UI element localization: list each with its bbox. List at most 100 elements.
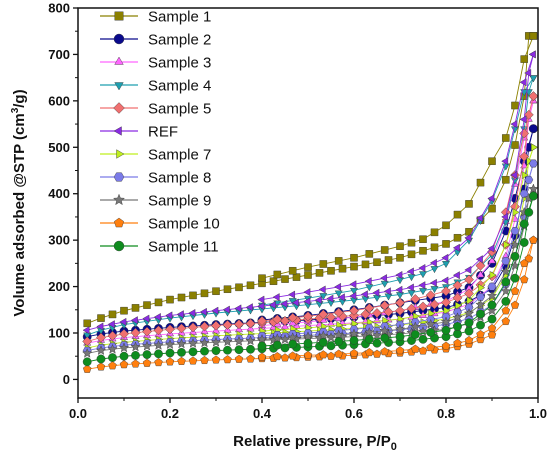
y-axis-title: Volume adsorbed @STP (cm3/g) xyxy=(10,89,28,316)
x-tick-label: 1.0 xyxy=(529,406,547,421)
data-point xyxy=(425,318,436,329)
desorption-line xyxy=(261,35,534,279)
data-point xyxy=(488,256,496,264)
legend-label: Sample 2 xyxy=(148,32,211,49)
data-point xyxy=(501,212,509,221)
data-point xyxy=(234,345,244,355)
data-point xyxy=(475,299,486,310)
y-tick-label: 400 xyxy=(48,186,70,201)
series-sample-11 xyxy=(82,191,538,367)
data-point xyxy=(410,321,421,332)
data-point xyxy=(464,233,472,242)
data-point xyxy=(528,183,539,194)
data-point xyxy=(233,336,245,346)
data-point xyxy=(223,285,232,293)
data-point xyxy=(303,297,311,306)
x-tick-label: 0.8 xyxy=(437,406,455,421)
data-point xyxy=(222,336,233,347)
data-point xyxy=(465,228,473,236)
data-point xyxy=(418,346,428,355)
data-point xyxy=(452,292,463,303)
data-point xyxy=(315,269,324,277)
data-point xyxy=(269,277,278,285)
data-point xyxy=(502,176,510,184)
legend-label: Sample 3 xyxy=(148,55,211,72)
data-point xyxy=(487,300,497,310)
data-point xyxy=(245,303,253,312)
data-point xyxy=(97,314,105,322)
data-point xyxy=(326,341,336,351)
ticks-layer: 0.0 0.2 0.4 0.6 0.8 1.0 0 100 200 300 400 500 600 700… xyxy=(48,1,547,422)
data-point xyxy=(426,327,436,337)
data-point xyxy=(453,308,462,316)
data-point xyxy=(407,290,416,298)
data-point xyxy=(475,260,486,271)
legend-marker xyxy=(113,33,125,45)
data-point xyxy=(519,78,527,87)
data-point xyxy=(291,298,299,307)
data-point xyxy=(200,289,209,298)
data-point xyxy=(107,330,118,341)
data-point xyxy=(108,353,117,362)
data-point xyxy=(452,280,463,291)
data-point xyxy=(475,214,483,223)
data-point xyxy=(528,159,538,168)
data-point xyxy=(119,317,127,326)
x-tick-label: 0.6 xyxy=(345,406,363,421)
data-point xyxy=(453,234,462,242)
data-point xyxy=(318,309,329,320)
data-point xyxy=(222,305,230,314)
data-point xyxy=(288,351,297,360)
data-point xyxy=(383,306,394,317)
data-point xyxy=(372,349,382,358)
series-sample-1 xyxy=(83,32,538,328)
legend-marker xyxy=(116,149,125,159)
data-point xyxy=(200,346,209,356)
data-point xyxy=(487,323,497,332)
data-point xyxy=(222,319,233,330)
data-point xyxy=(500,285,511,296)
data-point xyxy=(246,354,255,363)
data-point xyxy=(280,353,290,362)
data-point xyxy=(395,332,405,342)
data-point xyxy=(502,134,510,142)
data-point xyxy=(154,298,163,307)
data-point xyxy=(453,322,462,331)
legend-label: Sample 10 xyxy=(148,216,220,233)
data-point xyxy=(379,300,390,311)
data-point xyxy=(455,301,463,310)
data-point xyxy=(476,293,485,301)
data-point xyxy=(211,320,221,331)
data-point xyxy=(501,157,509,166)
data-point xyxy=(349,348,359,357)
data-point xyxy=(334,349,343,358)
data-point xyxy=(188,347,198,357)
data-point xyxy=(487,330,497,339)
data-point xyxy=(407,274,416,282)
data-point xyxy=(314,296,322,304)
data-point xyxy=(327,319,335,327)
data-point xyxy=(453,210,462,219)
x-tick-label: 0.2 xyxy=(161,406,179,421)
data-point xyxy=(272,340,282,350)
data-point xyxy=(165,357,175,366)
legend-entry: Sample 10 xyxy=(100,216,220,233)
data-point xyxy=(288,339,298,349)
data-point xyxy=(524,207,534,217)
legend-entry: Sample 3 xyxy=(100,55,211,72)
data-point xyxy=(360,290,368,299)
data-point xyxy=(176,338,187,349)
data-point xyxy=(246,281,255,290)
data-point xyxy=(396,254,404,262)
data-point xyxy=(524,175,534,184)
data-point xyxy=(394,323,406,334)
data-point xyxy=(510,171,518,180)
data-point xyxy=(380,280,389,288)
data-point xyxy=(465,200,473,208)
data-point xyxy=(333,307,344,318)
data-point xyxy=(464,335,474,344)
data-point xyxy=(361,260,370,269)
data-point xyxy=(118,342,130,353)
data-point xyxy=(304,271,312,279)
data-point xyxy=(371,329,383,340)
